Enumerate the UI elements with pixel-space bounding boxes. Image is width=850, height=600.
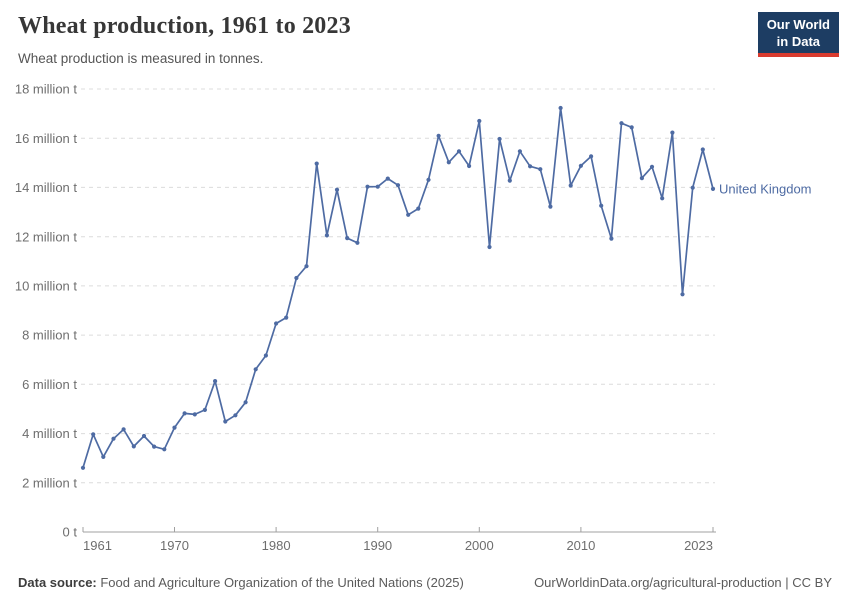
y-tick-label: 12 million t <box>15 229 78 244</box>
data-point <box>213 379 218 384</box>
data-point <box>639 176 645 181</box>
data-point <box>548 204 553 209</box>
data-point <box>670 130 675 135</box>
data-point <box>558 105 563 111</box>
y-gridlines <box>81 88 715 484</box>
data-point <box>660 196 665 201</box>
data-point <box>243 400 248 405</box>
data-point <box>395 183 401 188</box>
x-axis-labels: 1961 1970 1980 1990 2000 2010 2023 <box>83 538 713 553</box>
data-point <box>314 161 319 166</box>
data-point <box>609 236 614 241</box>
data-point <box>202 407 207 412</box>
data-point <box>101 454 106 459</box>
data-point <box>517 149 523 154</box>
data-point <box>436 133 441 138</box>
data-point <box>121 427 126 432</box>
data-point <box>253 367 258 372</box>
y-tick-label: 8 million t <box>22 328 77 343</box>
data-point <box>589 154 594 159</box>
data-point <box>629 125 634 130</box>
series-label-united-kingdom[interactable]: United Kingdom <box>719 181 812 196</box>
data-source-note: Data source: Food and Agriculture Organi… <box>18 575 464 590</box>
data-point <box>172 425 177 430</box>
data-point <box>599 203 604 208</box>
data-point <box>334 187 340 192</box>
data-point <box>710 186 716 191</box>
data-point <box>375 184 380 189</box>
y-tick-label: 4 million t <box>22 426 77 441</box>
data-point <box>497 136 502 142</box>
data-point <box>263 353 268 358</box>
owid-logo-line2: in Data <box>776 33 821 49</box>
data-point <box>223 419 228 424</box>
y-tick-label: 16 million t <box>15 131 78 146</box>
data-point <box>355 240 360 245</box>
x-axis <box>82 527 716 533</box>
data-point <box>538 167 543 172</box>
data-point <box>416 206 421 211</box>
data-point <box>385 176 390 181</box>
y-axis-labels: 0 t 2 million t 4 million t 6 million t 8 mi… <box>15 82 78 540</box>
license-link[interactable]: OurWorldinData.org/agricultural-producti… <box>534 575 832 590</box>
data-point <box>233 413 238 418</box>
data-point <box>619 121 624 126</box>
data-point <box>182 411 187 416</box>
data-point <box>568 183 573 188</box>
data-point <box>406 212 411 217</box>
data-point <box>162 447 167 452</box>
owid-logo[interactable]: Our World in Data <box>757 12 839 58</box>
data-point <box>304 264 309 269</box>
data-point <box>649 164 655 169</box>
y-tick-label: 14 million t <box>15 180 78 195</box>
data-point <box>131 444 136 449</box>
data-point <box>294 275 299 281</box>
data-source-label: Data source: <box>18 575 97 590</box>
page-title: Wheat production, 1961 to 2023 <box>18 13 351 39</box>
data-point <box>141 433 147 439</box>
data-point <box>456 149 462 154</box>
data-point <box>324 233 329 238</box>
data-point <box>477 118 482 124</box>
y-tick-label: 10 million t <box>15 278 78 293</box>
data-point <box>284 315 289 320</box>
chart-footer: Data source: Food and Agriculture Organi… <box>18 575 832 590</box>
x-tick-label: 1970 <box>160 538 189 553</box>
data-source-text: Food and Agriculture Organization of the… <box>96 575 464 590</box>
data-point <box>345 236 350 241</box>
x-tick-label: 2000 <box>465 538 494 553</box>
data-points[interactable] <box>80 105 716 470</box>
data-point <box>690 185 695 190</box>
data-point <box>91 432 96 437</box>
y-tick-label: 0 t <box>63 525 78 540</box>
data-point <box>365 184 370 189</box>
x-tick-label: 2023 <box>684 538 713 553</box>
x-tick-label: 1990 <box>363 538 392 553</box>
x-tick-label: 1980 <box>262 538 291 553</box>
data-point <box>80 465 86 470</box>
chart-subtitle: Wheat production is measured in tonnes. <box>18 51 264 66</box>
data-point <box>274 321 279 326</box>
data-point <box>467 163 472 169</box>
data-point <box>528 164 533 169</box>
data-line[interactable] <box>82 107 714 469</box>
data-point <box>680 292 685 297</box>
data-point <box>426 177 431 182</box>
y-tick-label: 2 million t <box>22 475 77 490</box>
data-point <box>578 163 584 168</box>
x-tick-label: 2010 <box>566 538 595 553</box>
data-point <box>487 244 492 250</box>
data-point <box>152 444 157 449</box>
data-point <box>111 436 116 441</box>
x-tick-label: 1961 <box>83 538 112 553</box>
owid-logo-line1: Our World <box>766 17 830 32</box>
y-tick-label: 18 million t <box>15 82 78 97</box>
data-point <box>507 178 512 183</box>
data-point <box>700 147 705 152</box>
y-tick-label: 6 million t <box>22 377 77 392</box>
data-point <box>192 412 197 417</box>
data-point <box>446 160 451 165</box>
